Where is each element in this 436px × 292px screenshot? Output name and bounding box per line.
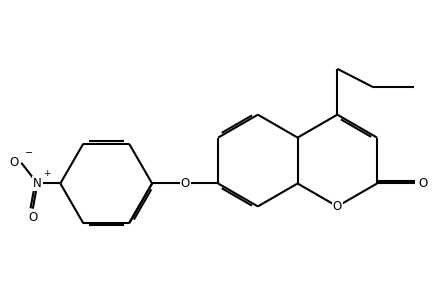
Text: O: O: [333, 200, 342, 213]
Text: N: N: [33, 177, 42, 190]
Text: O: O: [181, 177, 190, 190]
Text: O: O: [9, 156, 19, 169]
Text: +: +: [43, 169, 51, 178]
Text: −: −: [24, 148, 33, 158]
Text: O: O: [28, 211, 37, 224]
Text: O: O: [418, 177, 428, 190]
